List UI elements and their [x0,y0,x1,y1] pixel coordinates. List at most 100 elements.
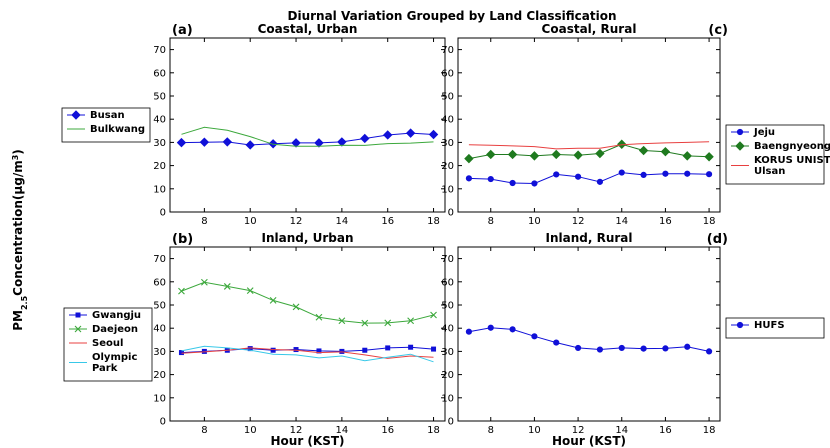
data-point [596,346,604,353]
series-line [468,327,710,352]
y-tick-label: 20 [153,370,166,381]
data-point [574,344,582,352]
y-tick-label: 50 [441,92,454,103]
series-seoul [181,347,434,359]
data-point [270,347,276,353]
data-point [465,175,473,182]
y-tick-label: 70 [153,45,166,56]
legend-box [725,124,825,185]
series-line [468,172,710,185]
data-point [507,149,518,160]
data-point [361,319,369,327]
x-tick-label: 8 [201,216,207,227]
panel-title: Coastal, Rural [542,22,637,36]
data-point [529,151,540,161]
series-line [181,347,434,359]
legend-label: Park [92,363,118,374]
legend-label: Seoul [92,338,123,349]
data-point [704,152,714,162]
panel-title: Inland, Urban [262,231,354,245]
legend-a: Busan Bulkwang [61,107,151,143]
x-tick-label: 14 [336,216,349,227]
legend-label: Ulsan [754,166,785,177]
panel-label: (a) [172,23,193,38]
x-tick-label: 12 [572,425,585,436]
panel-c: (c) Coastal, Rural 0 10 20 30 40 50 60 70 8 10 12 14 1… [441,22,830,227]
series-line [468,141,710,150]
data-point [360,133,370,144]
data-point [315,313,323,321]
panel-a: (a) Coastal, Urban 0 10 20 30 40 50 60 70 8 10 12 14 1… [61,22,446,227]
plot-frame [457,37,721,213]
series-bulkwang [181,126,434,147]
x-tick-label: 18 [703,425,716,436]
panel-label: (d) [707,232,728,247]
data-point [337,137,347,147]
data-point [339,348,345,354]
x-tick-label: 10 [244,216,257,227]
legend-label: Daejeon [92,324,138,335]
panel-b: (b) Inland, Urban 0 10 20 30 40 50 60 70 8 10 12 14 16… [63,231,446,448]
x-tick-label: 16 [659,216,672,227]
panel-label: (c) [708,23,728,38]
series-korus-unist-ulsan [468,141,710,150]
data-point [487,175,494,183]
data-point [176,137,187,148]
data-point [618,344,625,352]
data-point [247,346,253,352]
data-point [640,171,647,178]
data-point [293,347,299,353]
legend-label: Busan [90,110,125,121]
legend-marker [71,110,81,120]
data-point [595,148,605,159]
legend-label: KORUS UNIST [754,155,830,166]
series-line [181,126,434,147]
legend-label: Olympic [92,352,137,363]
data-point [638,145,649,156]
y-tick-label: 40 [153,115,166,126]
x-tick-label: 8 [201,425,207,436]
series-jeju [465,169,713,187]
data-point [200,278,208,286]
data-point [269,296,277,304]
data-point [682,151,692,161]
data-point [292,303,300,311]
data-point [178,287,185,295]
panel-d: (d) Inland, Rural 0 10 20 30 40 50 60 70 8 10 12 14 16… [441,231,825,448]
x-tick-label: 16 [659,425,672,436]
y-tick-label: 40 [153,324,166,335]
x-tick-label: 18 [427,425,440,436]
data-point [465,328,473,335]
x-tick-label: 8 [488,216,494,227]
series-line [468,143,710,160]
legend-label: Gwangju [92,310,141,321]
data-point [314,138,324,148]
legend-label: Jeju [753,127,775,138]
data-point [705,171,713,178]
data-point [684,170,691,177]
legend-marker [736,128,744,136]
y-tick-label: 60 [153,68,166,79]
y-label-rest: Concentration(μg/m [11,160,25,296]
data-point [596,178,604,185]
legend-box [63,307,153,382]
y-tick-label: 30 [441,138,454,149]
data-point [431,346,437,352]
data-point [408,344,414,350]
data-point [223,283,231,290]
y-tick-label: 0 [448,208,454,219]
data-point [660,146,671,157]
x-tick-label: 16 [381,425,394,436]
y-axis-label: PM2.5Concentration(μg/m3) [11,149,29,331]
data-point [407,317,415,325]
x-tick-label: 12 [290,425,303,436]
x-tick-label: 12 [572,216,585,227]
y-tick-label: 20 [441,370,454,381]
plot-frame [457,246,721,422]
panel-title: Coastal, Urban [258,22,358,36]
x-tick-label: 10 [244,425,257,436]
legend-marker [735,141,745,151]
y-tick-label: 50 [153,92,166,103]
x-tick-label: 10 [528,425,541,436]
